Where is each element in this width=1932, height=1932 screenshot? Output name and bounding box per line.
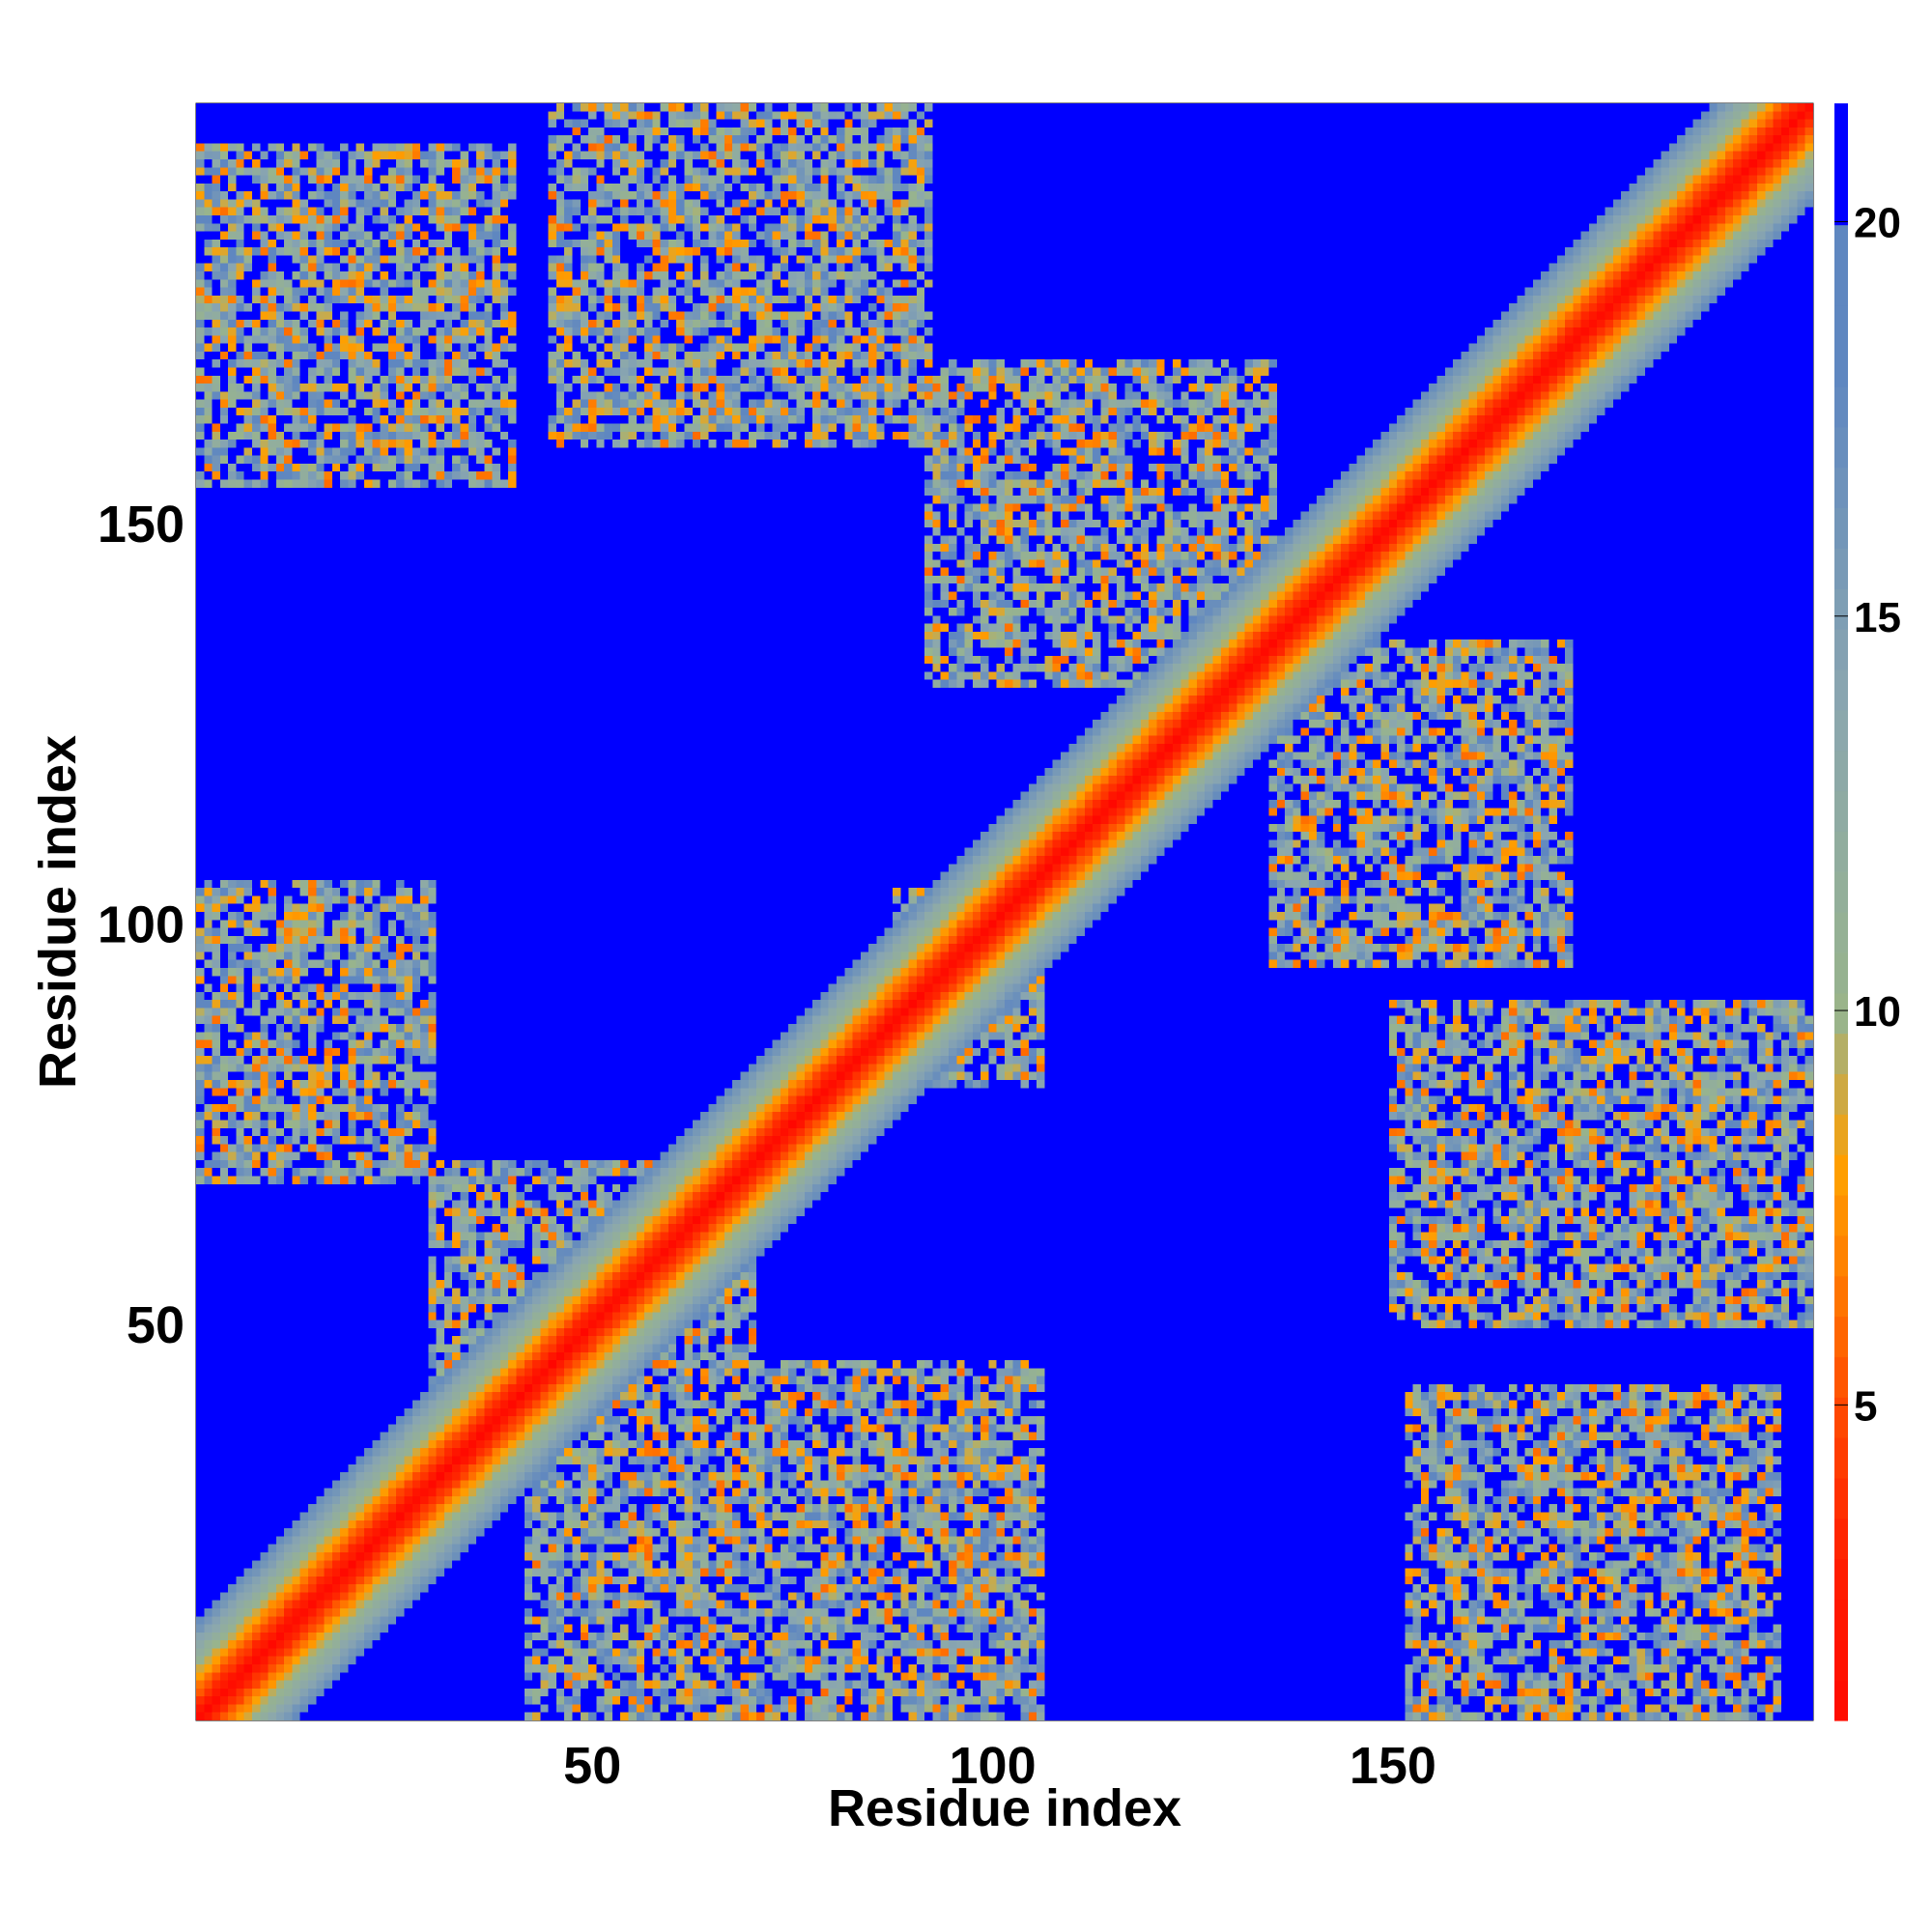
colorbar-tick-label: 10 xyxy=(1854,988,1901,1036)
colorbar-segment xyxy=(1834,1073,1848,1115)
colorbar-segment xyxy=(1834,184,1848,226)
colorbar-segment xyxy=(1834,103,1848,145)
colorbar-segment xyxy=(1834,1477,1848,1520)
colorbar-segment xyxy=(1834,831,1848,872)
colorbar-segment xyxy=(1834,709,1848,752)
colorbar-segment xyxy=(1834,467,1848,509)
colorbar-segment xyxy=(1834,305,1848,347)
x-tick-label: 100 xyxy=(950,1737,1037,1795)
colorbar-segment xyxy=(1834,1437,1848,1479)
x-axis: 50 100 150 xyxy=(563,103,1436,1795)
colorbar-segment xyxy=(1834,588,1848,630)
colorbar-tick-label: 5 xyxy=(1854,1382,1877,1430)
colorbar-segment xyxy=(1834,1680,1848,1721)
colorbar-segment xyxy=(1834,1397,1848,1438)
colorbar-segment xyxy=(1834,629,1848,670)
colorbar-segment xyxy=(1834,668,1848,711)
colorbar-segment xyxy=(1834,548,1848,589)
y-tick-label: 150 xyxy=(98,496,185,554)
colorbar-segment xyxy=(1834,1639,1848,1681)
colorbar-segment xyxy=(1834,1154,1848,1196)
colorbar-segment xyxy=(1834,952,1848,994)
colorbar-segment xyxy=(1834,790,1848,832)
y-tick-label: 100 xyxy=(98,895,185,953)
colorbar-segment xyxy=(1834,992,1848,1035)
colorbar-segment xyxy=(1834,426,1848,469)
colorbar-segment xyxy=(1834,1316,1848,1357)
colorbar-segment xyxy=(1834,1114,1848,1155)
x-axis-title: Residue index xyxy=(828,1779,1181,1837)
colorbar-segment xyxy=(1834,1518,1848,1560)
colorbar-segment xyxy=(1834,1235,1848,1277)
colorbar-segment xyxy=(1834,507,1848,549)
heatmap-cells xyxy=(196,103,1813,1720)
colorbar-segment xyxy=(1834,1033,1848,1074)
colorbar-segment xyxy=(1834,265,1848,306)
colorbar-segment xyxy=(1834,1599,1848,1640)
y-tick-label: 50 xyxy=(127,1296,185,1354)
colorbar-segment xyxy=(1834,750,1848,792)
x-tick-label: 50 xyxy=(563,1737,621,1795)
colorbar-segment xyxy=(1834,1194,1848,1236)
colorbar-segment xyxy=(1834,143,1848,185)
colorbar-tick-label: 20 xyxy=(1854,199,1901,246)
colorbar-segment xyxy=(1834,1275,1848,1318)
colorbar-segment xyxy=(1834,224,1848,266)
x-tick-label: 150 xyxy=(1350,1737,1436,1795)
colorbar-segment xyxy=(1834,1356,1848,1398)
colorbar-tick-label: 15 xyxy=(1854,594,1901,641)
colorbar-segment xyxy=(1834,385,1848,428)
y-axis: 50 100 150 xyxy=(98,496,1813,1354)
y-axis-title: Residue index xyxy=(29,735,87,1089)
colorbar-segment xyxy=(1834,346,1848,387)
colorbar-segment xyxy=(1834,1558,1848,1601)
colorbar-segment xyxy=(1834,871,1848,913)
colorbar: 5 10 15 20 xyxy=(1834,103,1901,1721)
colorbar-segment xyxy=(1834,912,1848,953)
